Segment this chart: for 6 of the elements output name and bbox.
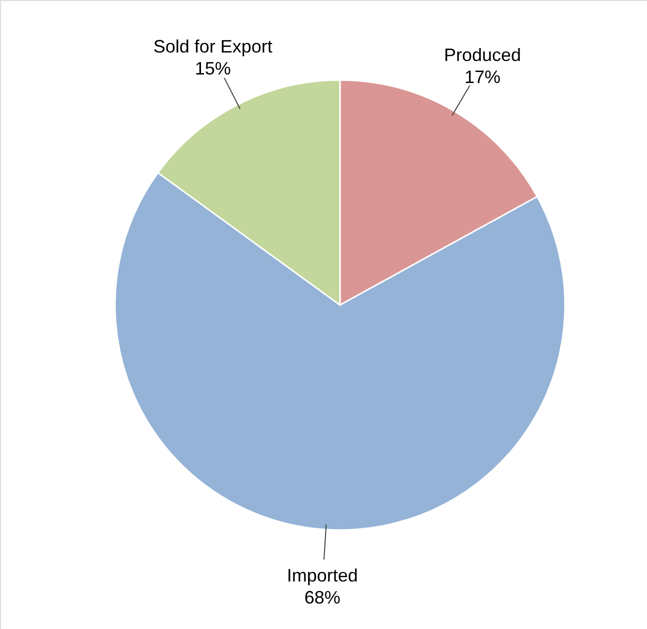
slice-label: Imported [286,565,358,586]
slice-label: Produced [444,44,522,65]
slice-label: Sold for Export [153,36,272,57]
data-label: 17% [464,66,501,87]
data-label: 15% [194,58,231,79]
data-label: 68% [304,587,340,608]
